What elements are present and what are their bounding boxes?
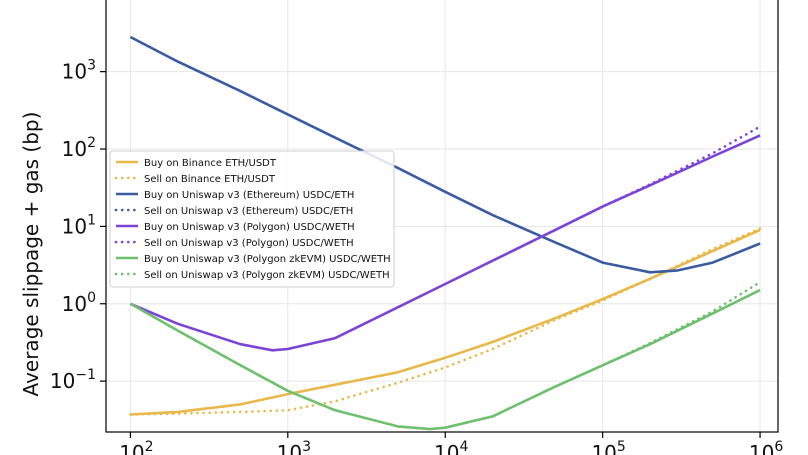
series-line-2 [129, 35, 761, 274]
legend-label: Buy on Uniswap v3 (Polygon) USDC/WETH [144, 222, 355, 233]
x-tick-label: 102 [119, 439, 153, 455]
y-tick-base: 10 [62, 292, 87, 316]
y-tick-label: 103 [62, 58, 96, 84]
x-tick-exponent: 6 [774, 439, 783, 455]
x-tick-exponent: 4 [459, 439, 468, 455]
legend-label: Sell on Uniswap v3 (Polygon zkEVM) USDC/… [144, 270, 390, 281]
series-line-1 [129, 227, 762, 416]
x-tick-label: 105 [591, 439, 625, 455]
x-tick-exponent: 3 [302, 439, 311, 455]
legend-label: Buy on Uniswap v3 (Polygon zkEVM) USDC/W… [144, 254, 391, 265]
x-tick-base: 10 [119, 441, 144, 455]
series-line-6 [129, 288, 761, 431]
x-tick-label: 103 [277, 439, 311, 455]
series-layer [129, 35, 762, 431]
x-tick-exponent: 2 [145, 439, 154, 455]
y-tick-base: 10 [62, 137, 87, 161]
y-tick-exponent: 0 [87, 290, 96, 306]
legend-label: Sell on Uniswap v3 (Ethereum) USDC/ETH [144, 206, 353, 217]
y-tick-label: 102 [62, 135, 96, 161]
y-tick-label: 10−1 [50, 367, 96, 393]
x-tick-base: 10 [277, 441, 302, 455]
plot-frame [105, 0, 779, 433]
x-tick-label: 104 [434, 439, 468, 455]
y-tick-label: 100 [62, 290, 96, 316]
y-tick-exponent: 1 [87, 212, 96, 228]
legend: Buy on Binance ETH/USDT Sell on Binance E… [109, 150, 395, 288]
y-tick-exponent: 2 [87, 135, 96, 151]
x-tick-base: 10 [749, 441, 774, 455]
y-tick-exponent: −1 [75, 367, 96, 383]
x-tick-base: 10 [434, 441, 459, 455]
legend-label: Buy on Uniswap v3 (Ethereum) USDC/ETH [144, 190, 354, 201]
legend-label: Buy on Binance ETH/USDT [144, 158, 277, 169]
x-tick-exponent: 5 [617, 439, 626, 455]
y-tick-base: 10 [62, 214, 87, 238]
x-tick-label: 106 [749, 439, 783, 455]
legend-box [109, 150, 395, 288]
y-tick-base: 10 [62, 60, 87, 84]
series-line-4 [129, 134, 761, 352]
legend-label: Sell on Binance ETH/USDT [144, 174, 276, 185]
legend-label: Sell on Uniswap v3 (Polygon) USDC/WETH [144, 238, 354, 249]
y-tick-base: 10 [50, 369, 75, 393]
y-tick-exponent: 3 [87, 58, 96, 74]
x-tick-base: 10 [591, 441, 616, 455]
series-line-7 [553, 280, 762, 388]
y-tick-label: 101 [62, 212, 96, 238]
y-axis-label: Average slippage + gas (bp) [19, 112, 43, 397]
